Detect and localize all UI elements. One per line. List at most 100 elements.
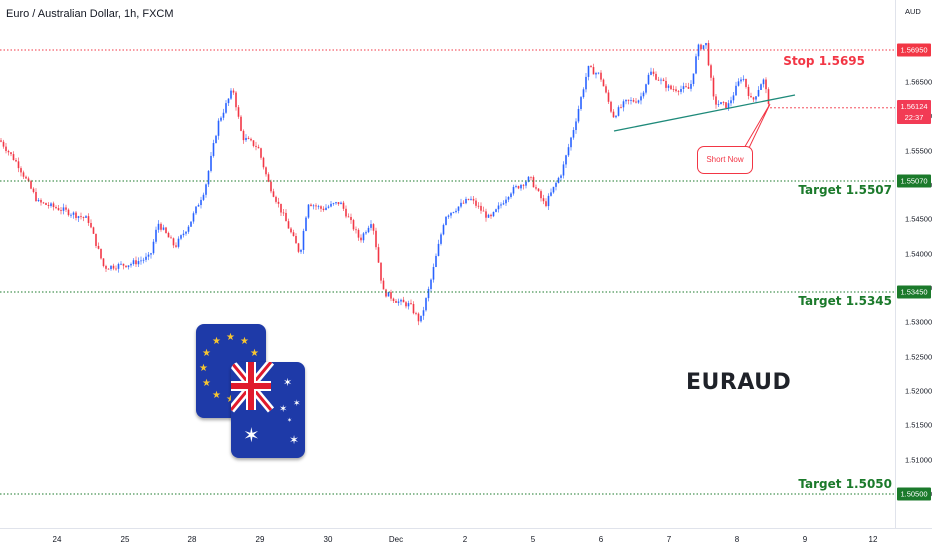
- candle-body: [410, 303, 412, 304]
- candle-body: [310, 204, 312, 207]
- candle-body: [760, 84, 762, 90]
- candle-body: [127, 265, 130, 268]
- candle-body: [120, 263, 122, 265]
- candle-body: [580, 97, 582, 110]
- candle-body: [342, 202, 345, 209]
- candle-body: [565, 155, 567, 165]
- candle-body: [40, 199, 42, 203]
- candle-body: [182, 233, 185, 236]
- price-tick-label: 1.54000: [905, 249, 932, 259]
- candle-body: [570, 137, 572, 148]
- support-trendline[interactable]: [613, 94, 796, 132]
- candle-body: [175, 245, 177, 247]
- candle-body: [607, 92, 610, 102]
- candle-body: [165, 227, 167, 233]
- candle-body: [717, 104, 720, 105]
- candle-body: [277, 201, 280, 204]
- candle-body: [762, 79, 765, 85]
- candle-body: [445, 216, 447, 225]
- candle-body: [682, 86, 685, 90]
- candle-body: [167, 232, 170, 238]
- candle-body: [435, 255, 437, 267]
- candle-body: [625, 99, 627, 102]
- candle-body: [0, 140, 2, 142]
- candle-body: [522, 184, 525, 186]
- candle-body: [392, 298, 395, 301]
- price-tick-label: 1.52500: [905, 352, 932, 362]
- candle-body: [142, 259, 145, 261]
- short-now-callout[interactable]: Short Now: [697, 146, 753, 174]
- candle-body: [750, 96, 752, 98]
- candle-body: [92, 227, 95, 234]
- date-tick-label: 30: [323, 535, 333, 544]
- candle-body: [357, 229, 360, 238]
- price-tick-label: 1.54500: [905, 214, 932, 224]
- candle-body: [610, 101, 612, 112]
- candle-body: [710, 65, 712, 78]
- candle-body: [680, 89, 682, 92]
- current-price: 1.56124: [900, 102, 928, 111]
- candle-body: [385, 289, 387, 297]
- candle-body: [542, 198, 545, 202]
- candle-body: [497, 205, 500, 210]
- target2-price-tag: 1.53450: [897, 285, 931, 299]
- candle-body: [517, 186, 520, 189]
- australia-flag-icon: ✶ ✶ ✶ ✶ ✶ ✶: [231, 362, 305, 458]
- candle-body: [592, 67, 595, 75]
- svg-text:★: ★: [202, 378, 211, 389]
- candle-body: [407, 303, 410, 307]
- bar-countdown: 22:37: [904, 113, 924, 122]
- candle-body: [122, 263, 125, 266]
- candle-body: [87, 216, 90, 223]
- candle-body: [467, 198, 470, 200]
- candle-body: [552, 186, 555, 193]
- candle-body: [577, 109, 580, 122]
- price-tick-label: 1.51500: [905, 420, 932, 430]
- price-tick-label: 1.55500: [905, 146, 932, 156]
- candle-body: [137, 261, 140, 265]
- candle-body: [190, 221, 192, 227]
- candle-body: [222, 112, 225, 118]
- candle-body: [35, 191, 37, 201]
- candle-body: [380, 262, 382, 281]
- candle-body: [557, 177, 560, 183]
- candle-body: [645, 84, 647, 93]
- candle-body: [685, 86, 687, 87]
- candle-body: [490, 214, 492, 217]
- candle-body: [745, 78, 747, 87]
- candle-body: [95, 233, 97, 246]
- candle-body: [602, 79, 605, 87]
- candle-body: [177, 238, 180, 247]
- candle-body: [395, 300, 397, 303]
- candle-body: [530, 176, 532, 178]
- candle-body: [525, 181, 527, 186]
- candle-body: [215, 135, 217, 144]
- candle-body: [442, 224, 445, 235]
- candle-body: [117, 264, 120, 269]
- candle-body: [97, 245, 100, 249]
- candle-body: [147, 254, 150, 257]
- candle-body: [327, 206, 330, 208]
- candle-body: [257, 146, 260, 149]
- candle-body: [595, 73, 597, 75]
- candle-body: [512, 186, 515, 194]
- candle-body: [300, 249, 302, 252]
- candle-body: [232, 90, 235, 93]
- candle-body: [170, 237, 172, 239]
- candle-body: [305, 217, 307, 231]
- svg-text:✶: ✶: [279, 404, 287, 415]
- candle-body: [742, 78, 745, 80]
- candle-body: [67, 209, 70, 216]
- date-tick-label: 8: [734, 535, 740, 544]
- candle-body: [532, 177, 535, 188]
- candle-body: [237, 107, 240, 117]
- svg-text:★: ★: [226, 394, 235, 405]
- candle-body: [65, 207, 67, 210]
- candle-body: [267, 174, 270, 182]
- date-tick-label: 7: [666, 535, 672, 544]
- candle-body: [635, 101, 637, 103]
- candle-body: [437, 243, 440, 256]
- candle-body: [537, 188, 540, 192]
